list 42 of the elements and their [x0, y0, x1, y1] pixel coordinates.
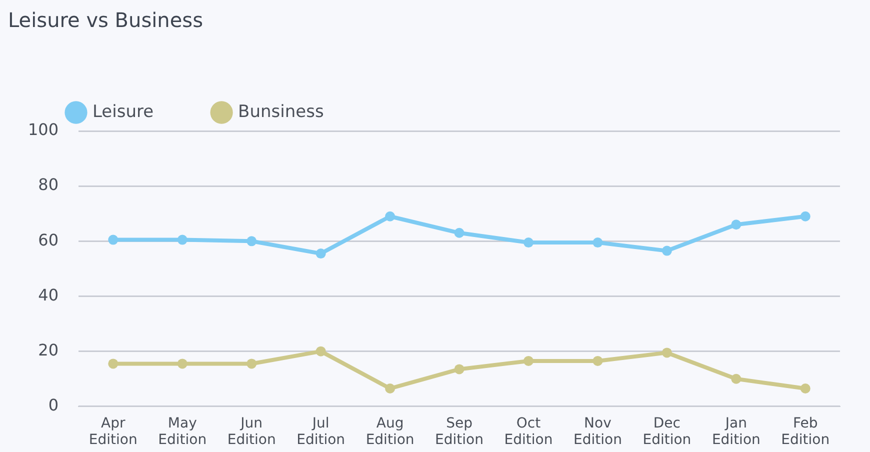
point	[662, 246, 672, 256]
y-tick-label: 60	[38, 230, 59, 250]
x-tick-label: Sep Edition	[435, 415, 484, 448]
x-tick-label: Jul Edition	[296, 415, 346, 448]
point	[316, 346, 326, 356]
x-tick-label: Aug Edition	[366, 415, 414, 448]
point	[454, 228, 464, 238]
chart-title: Leisure vs Business	[8, 8, 203, 32]
legend-label: Bunsiness	[238, 102, 324, 122]
point	[316, 248, 326, 259]
point	[731, 220, 742, 230]
point	[523, 356, 534, 366]
point	[108, 234, 118, 245]
x-tick-label: Dec Edition	[642, 415, 692, 448]
x-tick-label: Nov Edition	[573, 415, 622, 448]
y-tick-label: 20	[38, 340, 59, 360]
y-tick-label: 80	[38, 175, 59, 194]
x-tick-label: Jun Edition	[227, 415, 276, 448]
x-tick-label: Jan Edition	[712, 415, 760, 448]
point	[454, 364, 464, 374]
point	[177, 358, 188, 369]
point	[800, 211, 810, 222]
x-tick-label: Feb Edition	[781, 415, 830, 448]
y-tick-label: 100	[28, 120, 59, 140]
point	[246, 358, 257, 369]
point	[800, 384, 810, 394]
point	[177, 234, 188, 245]
point	[108, 358, 118, 369]
point	[246, 236, 257, 246]
x-tick-label: Oct Edition	[504, 415, 553, 448]
point	[523, 238, 534, 248]
x-tick-label: Apr Edition	[88, 415, 138, 448]
point	[385, 384, 396, 394]
point	[592, 356, 603, 366]
y-tick-label: 0	[48, 396, 59, 415]
legend-label: Leisure	[92, 102, 154, 122]
point	[385, 211, 396, 222]
point	[592, 238, 603, 248]
y-tick-label: 40	[38, 285, 59, 304]
point	[731, 374, 742, 384]
x-tick-label: May Edition	[158, 415, 207, 448]
point	[662, 348, 672, 358]
